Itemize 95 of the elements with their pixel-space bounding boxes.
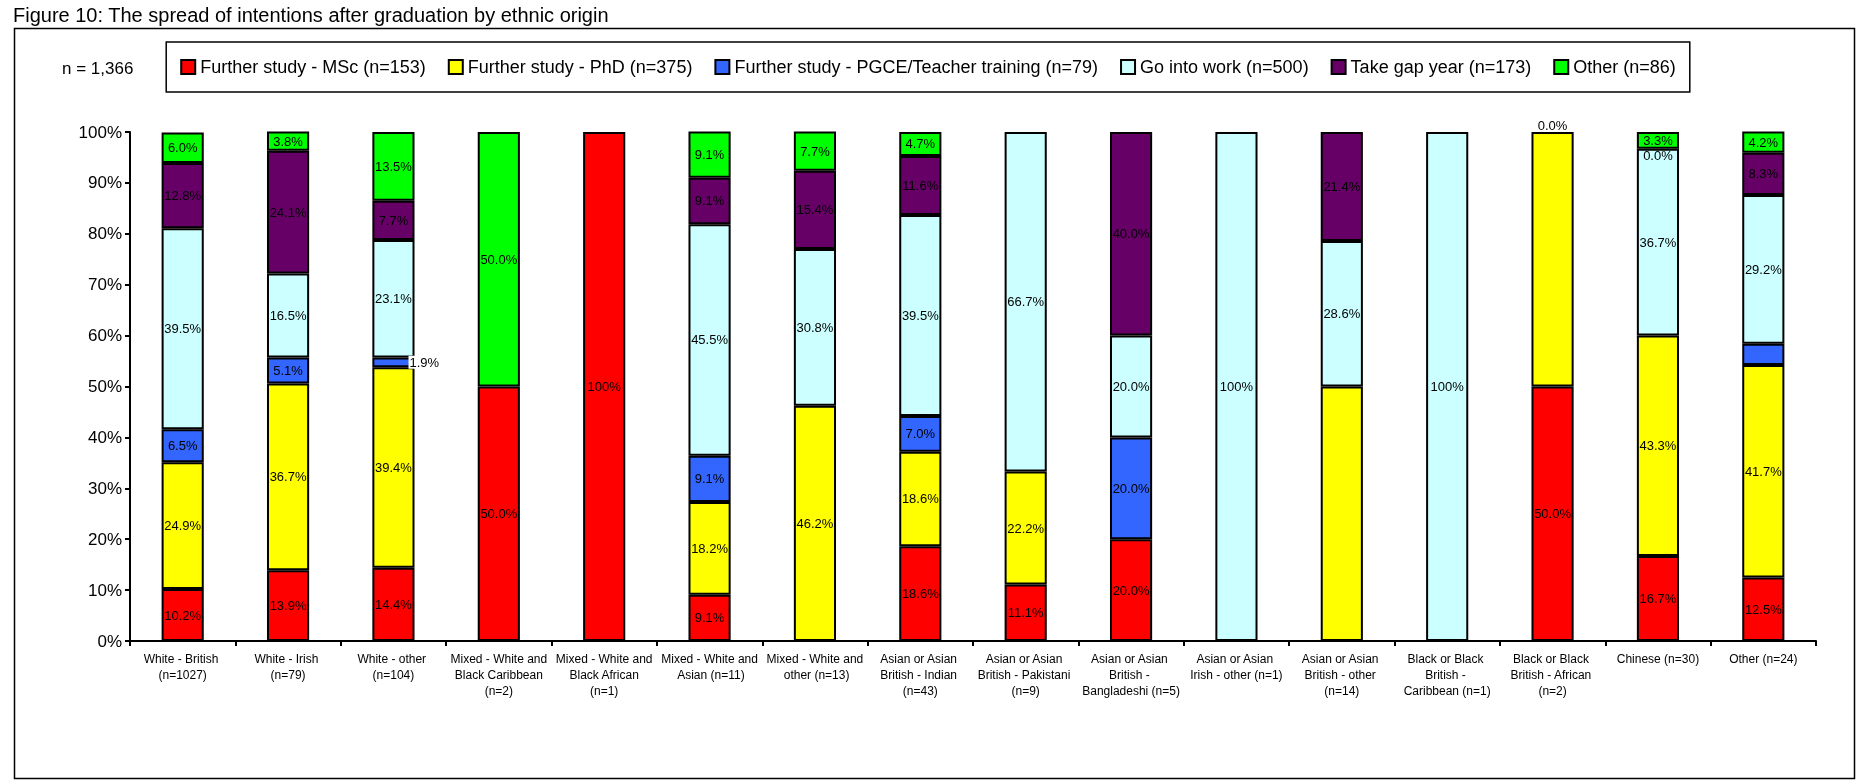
y-tick-label: 0%	[97, 631, 122, 651]
data-label: 24.1%	[269, 204, 307, 220]
data-label: 10.2%	[164, 607, 202, 623]
y-tick-label: 70%	[87, 275, 122, 295]
data-label: 30.8%	[796, 319, 834, 335]
data-label: 45.5%	[691, 332, 729, 348]
x-tick-label: Mixed - White and Black African (n=1)	[555, 652, 653, 698]
data-label: 8.3%	[1748, 166, 1779, 182]
data-label: 7.0%	[905, 426, 936, 442]
data-label: 11.1%	[1007, 605, 1045, 621]
y-tick-label: 10%	[87, 580, 122, 600]
data-label: 3.3%	[1643, 132, 1674, 148]
data-label: 13.5%	[375, 158, 413, 174]
y-tick-label: 30%	[87, 478, 122, 498]
data-label: 24.9%	[164, 518, 202, 534]
data-label: 100%	[1219, 379, 1254, 394]
data-label: 50.0%	[1534, 506, 1572, 522]
data-label: 14.4%	[375, 596, 413, 612]
data-label: 1.9%	[409, 354, 440, 370]
annotation: 0.0%	[1537, 118, 1568, 133]
x-tick-label: White - British (n=1027)	[143, 652, 222, 682]
x-tick-label: Chinese (n=30)	[1616, 652, 1700, 666]
data-label: 43.3%	[1639, 438, 1677, 454]
text: n = 1,366	[62, 59, 134, 78]
data-label: 15.4%	[796, 202, 834, 218]
data-label: 41.7%	[1744, 463, 1783, 479]
y-tick-label: 20%	[87, 529, 122, 549]
data-label: 39.5%	[901, 307, 940, 323]
data-label: 46.2%	[796, 515, 834, 531]
data-label: 9.1%	[694, 147, 725, 163]
y-tick-label: 100%	[78, 122, 122, 142]
legend-label: Further study - PhD (n=375)	[467, 57, 693, 77]
data-label: 4.7%	[905, 136, 936, 152]
data-label: 29.2%	[1744, 261, 1783, 277]
data-label: 36.7%	[1639, 234, 1677, 250]
data-label: 3.8%	[273, 133, 304, 149]
data-label: 66.7%	[1007, 294, 1045, 310]
data-label: 20.0%	[1112, 379, 1150, 394]
data-label: 6.5%	[167, 438, 198, 454]
data-label: 21.4%	[1323, 178, 1361, 194]
data-label: 7.7%	[378, 212, 409, 228]
data-label: 18.2%	[691, 540, 729, 556]
y-tick-label: 50%	[87, 377, 122, 396]
x-tick-label: Mixed - White and Black Caribbean (n=2)	[450, 652, 548, 698]
data-label: 50.0%	[480, 506, 518, 522]
y-tick-label: 90%	[87, 173, 122, 193]
legend-label: Go into work (n=500)	[1140, 57, 1309, 77]
data-label: 16.5%	[269, 307, 307, 323]
data-label: 18.6%	[901, 491, 940, 507]
x-tick-label: Asian or Asian British - other (n=14)	[1301, 652, 1382, 698]
data-label: 9.1%	[694, 193, 725, 209]
legend-label: Further study - MSc (n=153)	[200, 57, 426, 77]
x-tick-label: Asian or Asian British - Bangladeshi (n=5)	[1082, 652, 1180, 698]
x-tick-label: Black or Black British - Caribbean (n=1)	[1403, 652, 1491, 698]
data-label: 13.9%	[269, 598, 307, 614]
y-tick-label: 80%	[87, 224, 122, 244]
data-label: 9.1%	[694, 471, 725, 487]
data-label: 12.8%	[164, 188, 202, 204]
data-label: 12.5%	[1744, 601, 1783, 617]
data-label: 39.5%	[164, 321, 202, 337]
data-label: 11.6%	[902, 177, 939, 193]
data-label: 9.1%	[694, 610, 725, 626]
data-label: 100%	[1430, 379, 1465, 394]
data-label: 18.6%	[901, 586, 940, 602]
x-tick-label: Mixed - White and other (n=13)	[766, 652, 864, 682]
y-tick-label: 40%	[87, 427, 122, 447]
data-label: 7.7%	[800, 143, 831, 159]
data-label: 22.2%	[1007, 520, 1045, 536]
legend-label: Other (n=86)	[1573, 57, 1676, 77]
x-tick-label: Black or Black British - African (n=2)	[1510, 652, 1595, 698]
x-tick-label: Asian or Asian British - Indian (n=43)	[880, 652, 961, 698]
data-label: 28.6%	[1323, 306, 1361, 322]
x-tick-label: White - other (n=104)	[357, 652, 430, 682]
x-tick-label: Asian or Asian Irish - other (n=1)	[1190, 652, 1283, 682]
annotation: 0.0%	[1643, 147, 1674, 163]
legend-label: Take gap year (n=173)	[1350, 57, 1532, 77]
x-tick-label: White - Irish (n=79)	[254, 652, 322, 682]
data-label: 20.0%	[1112, 480, 1150, 496]
data-label: 20.0%	[1112, 582, 1150, 598]
data-label: 50.0%	[480, 251, 518, 267]
y-tick-label: 60%	[87, 326, 122, 346]
data-label: 39.4%	[375, 459, 413, 475]
data-label: 5.1%	[273, 362, 304, 378]
chart-title: Figure 10: The spread of intentions after graduation by ethnic origin	[13, 4, 609, 26]
data-label: 100%	[587, 379, 622, 394]
x-tick-label: Mixed - White and Asian (n=11)	[661, 652, 758, 682]
data-label: 16.7%	[1639, 591, 1677, 606]
data-label: 4.2%	[1748, 134, 1779, 150]
data-label: 36.7%	[269, 469, 307, 485]
x-tick-label: Asian or Asian British - Pakistani (n=9)	[977, 652, 1074, 698]
data-label: 40.0%	[1112, 226, 1150, 242]
legend-label: Further study - PGCE/Teacher training (n=79)	[734, 57, 1099, 77]
x-tick-label: Other (n=24)	[1729, 652, 1798, 666]
data-label: 6.0%	[167, 140, 198, 156]
data-label: 23.1%	[375, 291, 413, 307]
